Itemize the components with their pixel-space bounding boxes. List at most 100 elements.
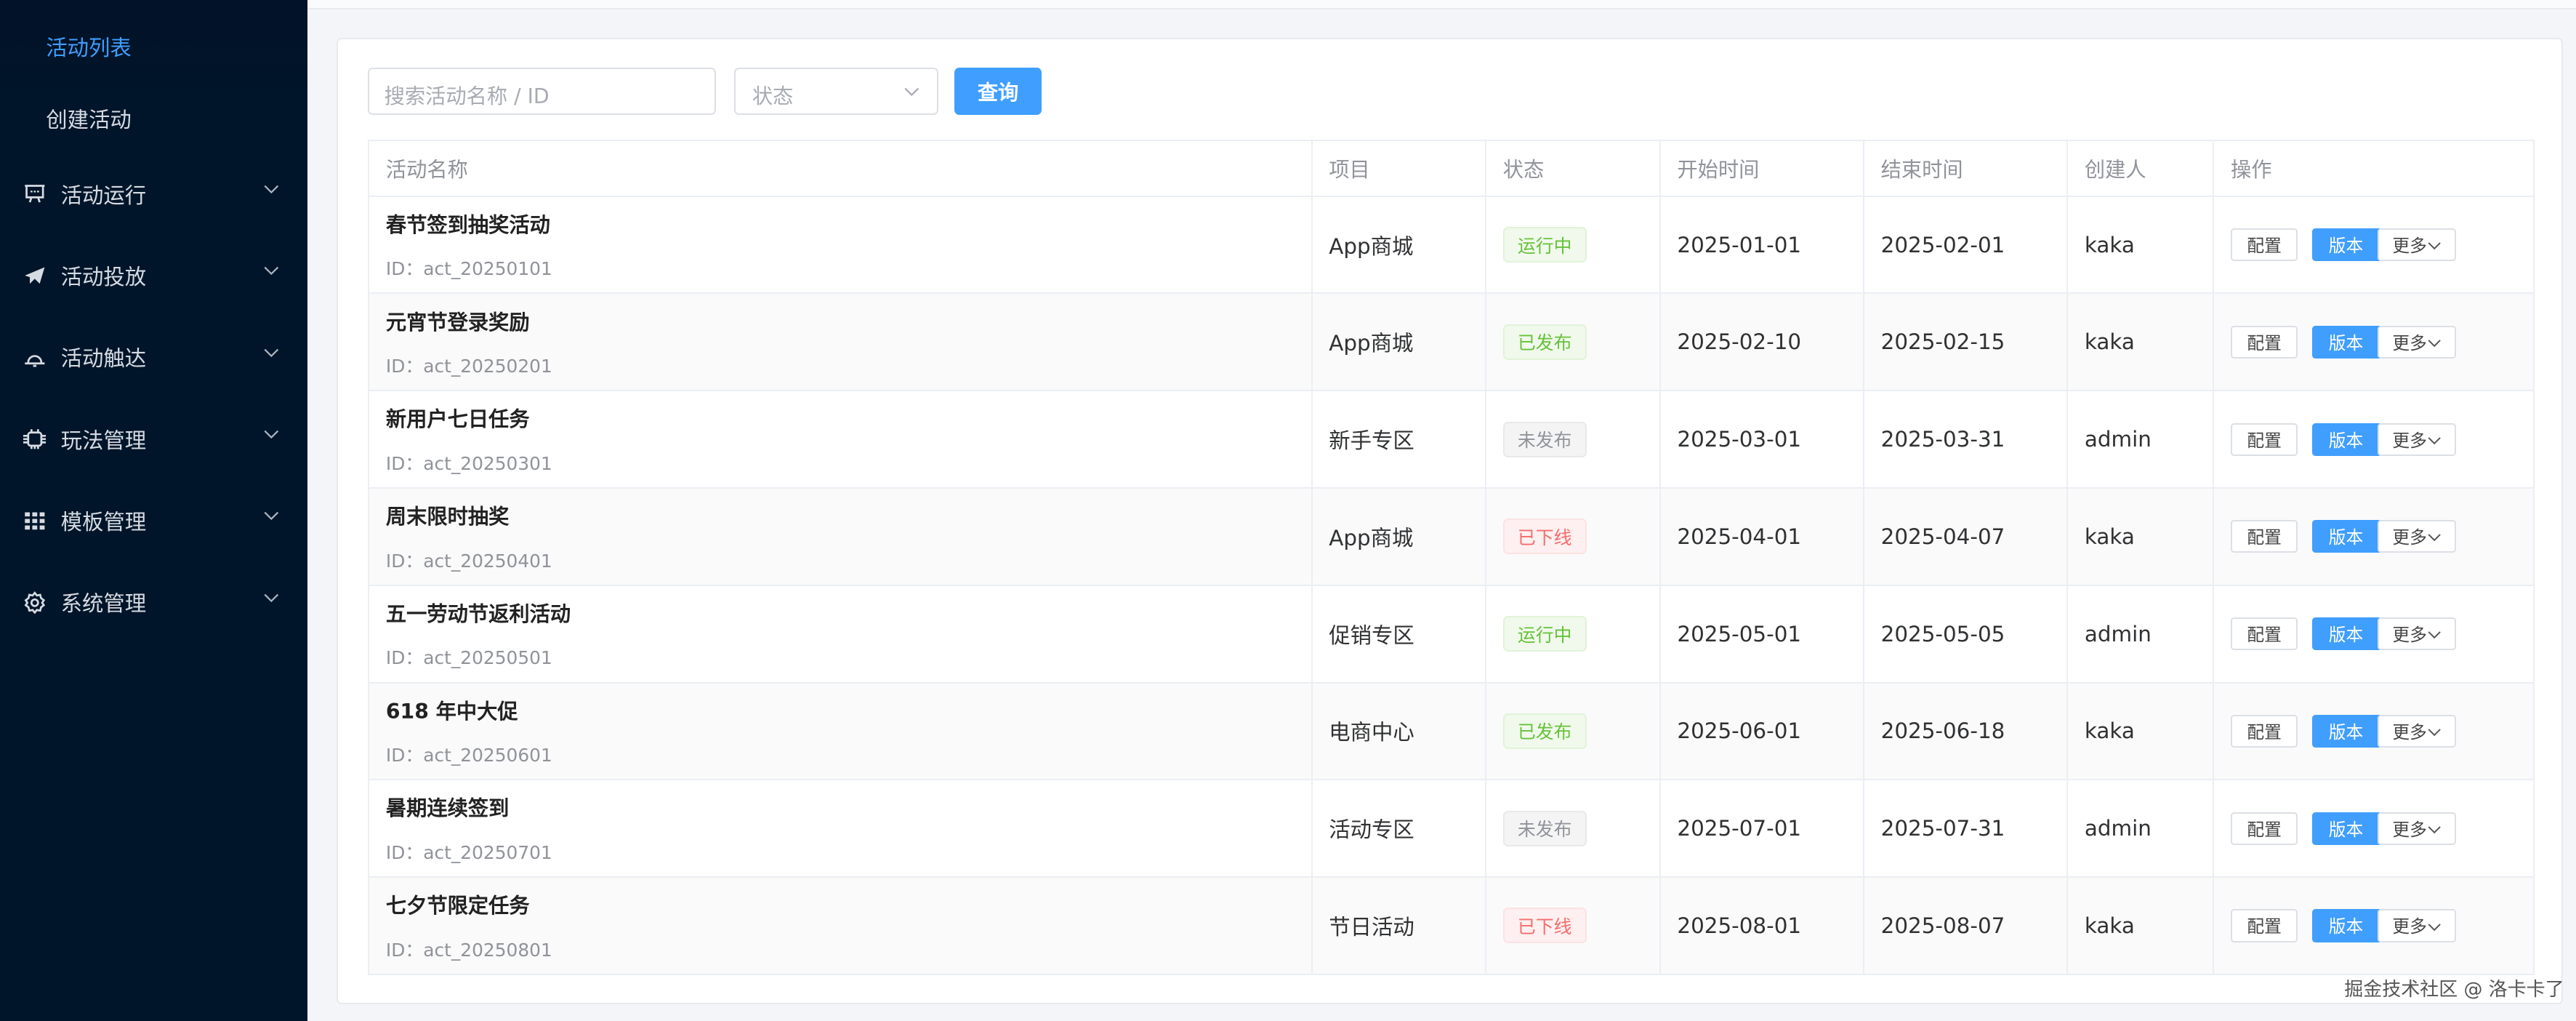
- config-button[interactable]: 配置: [2231, 714, 2298, 748]
- grid-icon: [23, 509, 47, 532]
- project-cell: 节日活动: [1311, 876, 1487, 975]
- status-badge: 运行中: [1502, 227, 1587, 263]
- paper-plane-icon: [23, 264, 47, 287]
- sidebar: 活动列表 创建活动 活动运行活动投放活动触达玩法管理模板管理系统管理: [0, 0, 307, 1021]
- creator-cell: kaka: [2066, 876, 2215, 975]
- sidebar-item-4[interactable]: 模板管理: [23, 504, 286, 537]
- column-header: 项目: [1311, 140, 1487, 197]
- table-row: 元宵节登录奖励 ID：act_20250201 App商城 已发布 2025-02…: [368, 292, 2535, 392]
- gear-icon: [23, 590, 47, 614]
- project-cell: 新手专区: [1311, 390, 1487, 489]
- config-button[interactable]: 配置: [2231, 228, 2298, 262]
- end-time-cell: 2025-02-15: [1863, 292, 2069, 392]
- table-row: 春节签到抽奖活动 ID：act_20250101 App商城 运行中 2025-0…: [368, 195, 2535, 295]
- sidebar-item-label: 系统管理: [60, 591, 147, 617]
- version-button[interactable]: 版本: [2312, 714, 2380, 748]
- project-cell: App商城: [1311, 292, 1487, 392]
- top-bar: [307, 0, 2576, 10]
- activity-id: ID：act_20250701: [385, 841, 552, 863]
- start-time-cell: 2025-04-01: [1659, 487, 1865, 586]
- activity-name: 新用户七日任务: [385, 407, 530, 432]
- config-button[interactable]: 配置: [2231, 909, 2298, 942]
- status-badge: 未发布: [1502, 810, 1587, 846]
- activity-name: 七夕节限定任务: [385, 894, 530, 918]
- status-badge: 已发布: [1502, 324, 1587, 360]
- config-button[interactable]: 配置: [2231, 520, 2298, 553]
- more-label: 更多: [2392, 625, 2427, 646]
- version-button[interactable]: 版本: [2312, 617, 2380, 651]
- creator-cell: kaka: [2066, 292, 2215, 392]
- table-row: 周末限时抽奖 ID：act_20250401 App商城 已下线 2025-04-…: [368, 487, 2535, 586]
- column-header: 结束时间: [1863, 140, 2069, 197]
- column-header: 开始时间: [1659, 140, 1865, 197]
- activity-name: 元宵节登录奖励: [385, 310, 530, 335]
- activity-table: 活动名称 项目 状态 开始时间 结束时间 创建人 操作 春节签到抽奖活动 ID：act_202…: [368, 140, 2535, 975]
- status-select[interactable]: 状态: [734, 67, 938, 116]
- chevron-down-icon: [264, 266, 278, 276]
- sidebar-item-2[interactable]: 活动触达: [23, 341, 286, 374]
- config-button[interactable]: 配置: [2231, 812, 2298, 845]
- sidebar-item-5[interactable]: 系统管理: [23, 586, 286, 619]
- more-dropdown-button[interactable]: 更多: [2378, 325, 2457, 359]
- creator-cell: admin: [2066, 584, 2215, 684]
- version-button[interactable]: 版本: [2312, 423, 2380, 456]
- chevron-down-icon: [2428, 826, 2441, 834]
- config-button[interactable]: 配置: [2231, 325, 2298, 359]
- creator-cell: kaka: [2066, 681, 2215, 781]
- more-dropdown-button[interactable]: 更多: [2378, 812, 2457, 845]
- more-dropdown-button[interactable]: 更多: [2378, 909, 2457, 942]
- chevron-down-icon: [2428, 631, 2441, 639]
- more-dropdown-button[interactable]: 更多: [2378, 520, 2457, 553]
- table-row: 618 年中大促 ID：act_20250601 电商中心 已发布 2025-06…: [368, 681, 2535, 781]
- start-time-cell: 2025-05-01: [1659, 584, 1865, 684]
- query-button[interactable]: 查询: [954, 67, 1042, 116]
- sidebar-subitem-activity-list[interactable]: 活动列表: [46, 35, 132, 60]
- project-cell: 活动专区: [1311, 779, 1487, 878]
- start-time-cell: 2025-02-10: [1659, 292, 1865, 392]
- table-row: 五一劳动节返利活动 ID：act_20250501 促销专区 运行中 2025-0…: [368, 584, 2535, 684]
- sidebar-subitem-create-activity[interactable]: 创建活动: [46, 108, 132, 133]
- table-row: 新用户七日任务 ID：act_20250301 新手专区 未发布 2025-03-…: [368, 390, 2535, 489]
- status-badge: 已下线: [1502, 518, 1587, 555]
- chevron-down-icon: [2428, 340, 2441, 348]
- sidebar-item-label: 活动运行: [60, 183, 147, 208]
- watermark: 掘金技术社区 @ 洛卡卡了: [2344, 979, 2564, 1001]
- activity-name: 618 年中大促: [385, 699, 518, 724]
- version-button[interactable]: 版本: [2312, 520, 2380, 553]
- chevron-down-icon: [2428, 436, 2441, 444]
- version-button[interactable]: 版本: [2312, 228, 2380, 262]
- chevron-down-icon: [2428, 923, 2441, 931]
- more-label: 更多: [2392, 235, 2427, 256]
- activity-id: ID：act_20250501: [385, 647, 552, 669]
- version-button[interactable]: 版本: [2312, 812, 2380, 845]
- version-button[interactable]: 版本: [2312, 325, 2380, 359]
- more-label: 更多: [2392, 721, 2427, 742]
- end-time-cell: 2025-06-18: [1863, 681, 2069, 781]
- creator-cell: kaka: [2066, 487, 2215, 586]
- activity-name: 春节签到抽奖活动: [385, 212, 550, 237]
- search-input[interactable]: 搜索活动名称 / ID: [368, 67, 717, 116]
- config-button[interactable]: 配置: [2231, 423, 2298, 456]
- more-dropdown-button[interactable]: 更多: [2378, 228, 2457, 262]
- more-dropdown-button[interactable]: 更多: [2378, 714, 2457, 748]
- more-dropdown-button[interactable]: 更多: [2378, 617, 2457, 651]
- end-time-cell: 2025-05-05: [1863, 584, 2069, 684]
- status-select-placeholder: 状态: [752, 84, 794, 109]
- creator-cell: admin: [2066, 390, 2215, 489]
- sidebar-item-3[interactable]: 玩法管理: [23, 423, 286, 455]
- activity-name: 暑期连续签到: [385, 796, 510, 821]
- sidebar-item-0[interactable]: 活动运行: [23, 177, 286, 210]
- activity-id: ID：act_20250201: [385, 356, 552, 377]
- more-dropdown-button[interactable]: 更多: [2378, 423, 2457, 456]
- activity-name: 五一劳动节返利活动: [385, 601, 571, 626]
- end-time-cell: 2025-04-07: [1863, 487, 2069, 586]
- config-button[interactable]: 配置: [2231, 617, 2298, 651]
- sidebar-item-1[interactable]: 活动投放: [23, 259, 286, 292]
- table-row: 暑期连续签到 ID：act_20250701 活动专区 未发布 2025-07-0…: [368, 779, 2535, 878]
- activity-id: ID：act_20250801: [385, 939, 552, 961]
- project-cell: App商城: [1311, 195, 1487, 295]
- version-button[interactable]: 版本: [2312, 909, 2380, 942]
- project-cell: App商城: [1311, 487, 1487, 586]
- end-time-cell: 2025-07-31: [1863, 779, 2069, 878]
